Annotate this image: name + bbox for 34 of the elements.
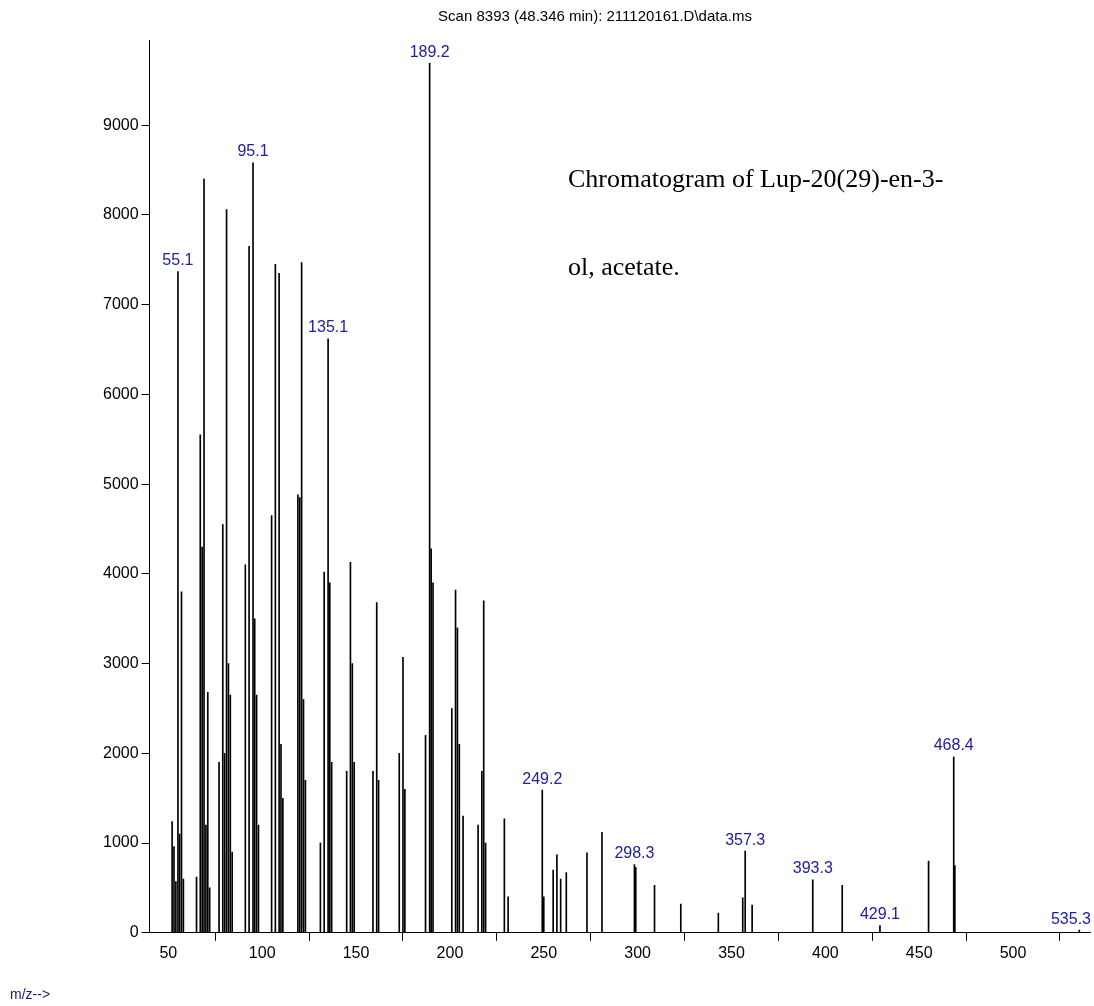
annotation: 468.4 xyxy=(933,736,974,754)
text: Chromatogram of Lup-20(29)-en-3-ol, acetate. xyxy=(568,164,944,281)
x-tick-label: 200 xyxy=(436,943,464,961)
y-tick-label: 4000 xyxy=(103,564,139,582)
annotation: 535.3 xyxy=(1050,909,1092,927)
annotation: 189.2 xyxy=(409,42,450,60)
annotation: 357.3 xyxy=(725,830,766,848)
annotation: 95.1 xyxy=(237,142,269,160)
y-tick-label: 7000 xyxy=(103,295,139,313)
y-tick-label: 0 xyxy=(129,923,139,941)
y-tick-label: 3000 xyxy=(103,654,139,672)
annotation: 135.1 xyxy=(308,318,349,336)
x-tick-label: 50 xyxy=(159,943,178,961)
annotation: 298.3 xyxy=(614,844,655,862)
y-tick-label: 5000 xyxy=(103,474,139,492)
x-axis-title: m/z--> xyxy=(10,985,51,1002)
chart-title: Scan 8393 (48.346 min): 211120161.D\data.ms xyxy=(438,7,752,25)
y-tick-label: 1000 xyxy=(103,833,139,851)
x-tick-label: 250 xyxy=(530,943,558,961)
annotation: 429.1 xyxy=(859,905,901,923)
x-tick-label: 500 xyxy=(999,943,1027,961)
annotation: 55.1 xyxy=(162,250,194,268)
x-tick-label: 300 xyxy=(624,943,652,961)
y-tick-label: 8000 xyxy=(103,205,139,223)
annotation: 249.2 xyxy=(522,769,563,787)
x-tick-label: 150 xyxy=(342,943,370,961)
x-tick-label: 100 xyxy=(248,943,276,961)
x-tick-label: 450 xyxy=(905,943,933,961)
x-tick-label: 350 xyxy=(718,943,745,961)
y-tick-label: 9000 xyxy=(103,115,139,133)
x-tick-label: 400 xyxy=(811,943,839,961)
y-tick-label: 6000 xyxy=(103,384,139,402)
annotation: 393.3 xyxy=(792,859,833,877)
y-tick-label: 2000 xyxy=(103,743,139,761)
